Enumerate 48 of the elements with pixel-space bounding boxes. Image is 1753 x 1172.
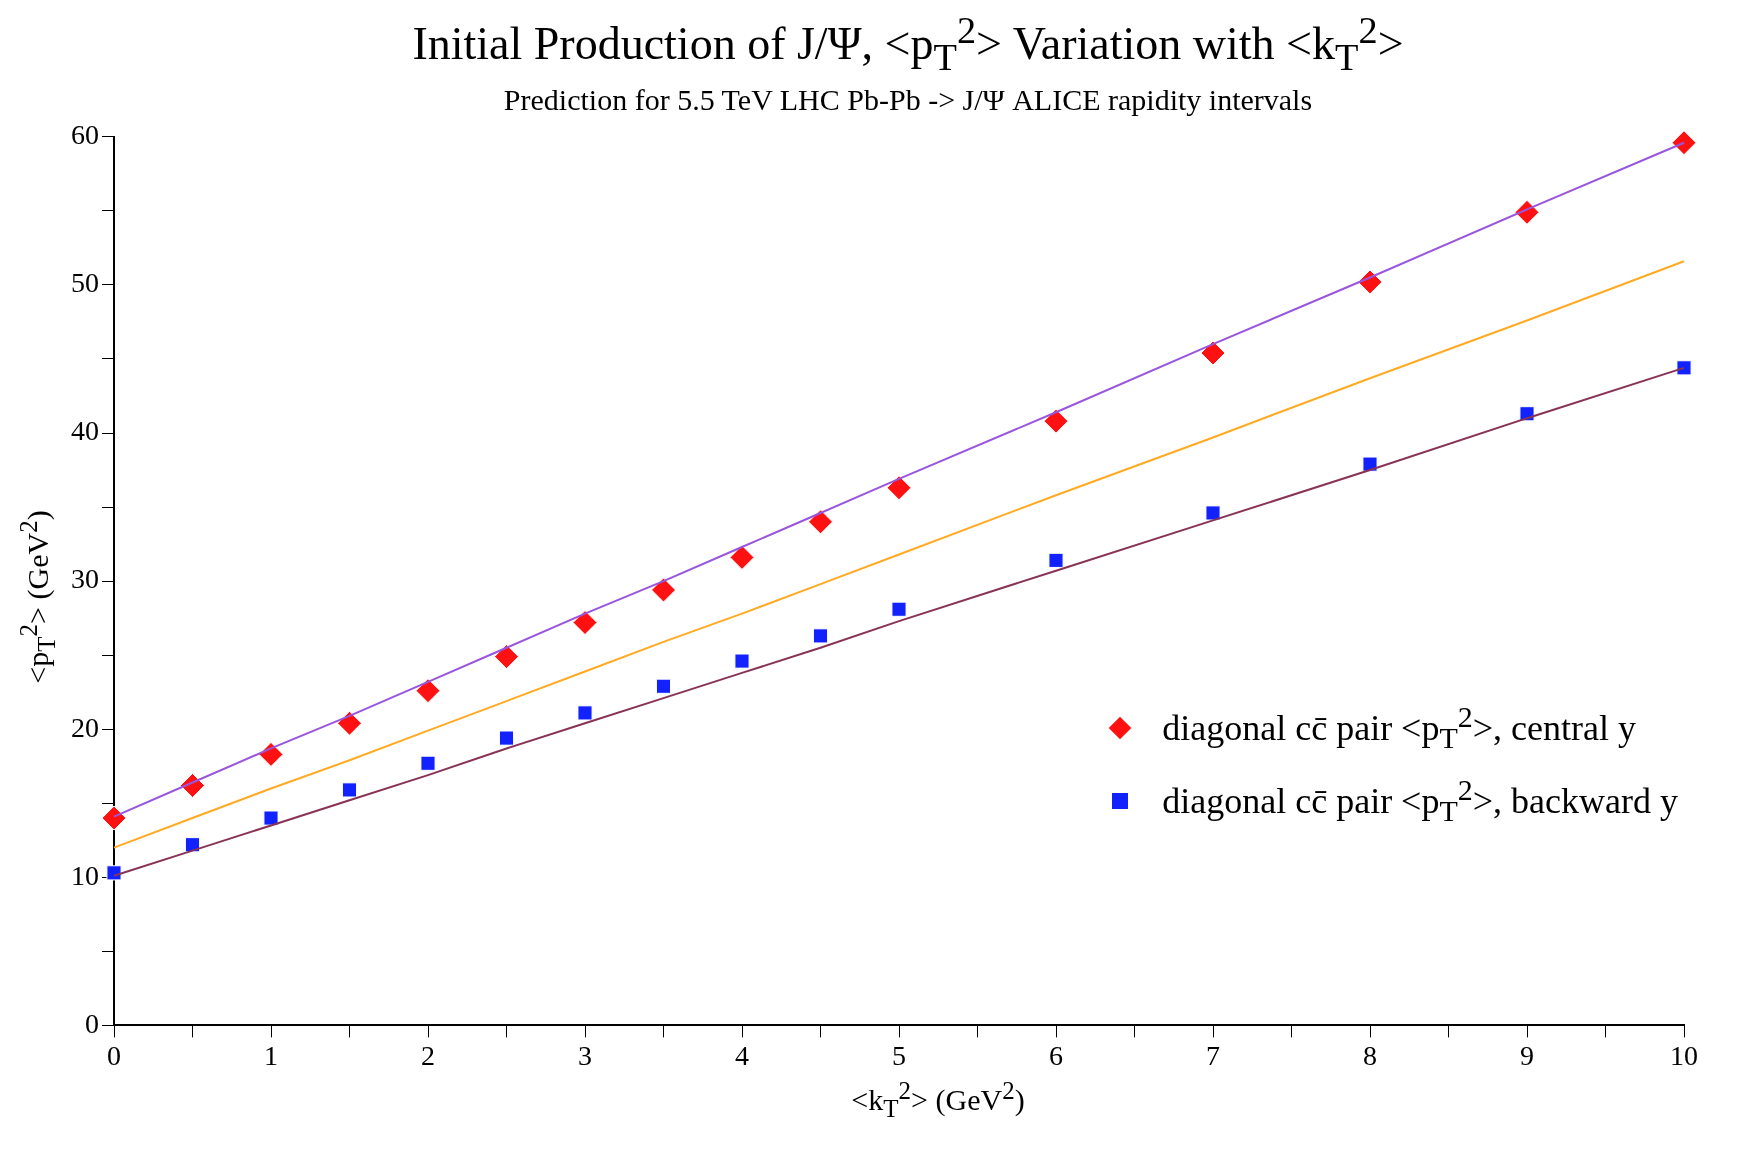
- legend-label: diagonal cc̄ pair <p$_{T}$$^{2}$>, central y: [1162, 700, 1636, 756]
- x-tick-label: 9: [1520, 1039, 1534, 1071]
- point: [577, 704, 593, 720]
- x-tick-label: 2: [421, 1039, 435, 1071]
- x-tick-label: 0: [107, 1039, 121, 1071]
- y-tick-label: 30: [71, 562, 99, 594]
- point: [106, 864, 122, 880]
- x-tick-label: 10: [1670, 1039, 1698, 1071]
- y-tick-label: 0: [85, 1007, 99, 1039]
- point: [734, 653, 750, 669]
- point: [1048, 552, 1064, 568]
- point: [341, 781, 358, 798]
- y-tick-label: 40: [71, 414, 99, 446]
- x-tick-label: 6: [1049, 1039, 1063, 1071]
- x-tick-label: 3: [578, 1039, 592, 1071]
- point: [1671, 129, 1697, 155]
- point: [1676, 359, 1692, 375]
- x-tick-label: 8: [1363, 1039, 1377, 1071]
- point: [812, 627, 829, 643]
- point: [651, 577, 676, 602]
- y-tick-label: 50: [71, 266, 99, 298]
- legend-label: diagonal cc̄ pair <p$_{T}$$^{2}$>, backward y: [1162, 773, 1678, 829]
- point: [808, 508, 833, 534]
- point: [886, 474, 912, 500]
- point: [1043, 408, 1069, 434]
- point: [337, 710, 362, 736]
- y-tick-label: 10: [71, 859, 99, 891]
- point: [891, 601, 907, 617]
- point: [655, 678, 672, 694]
- x-tick-label: 5: [892, 1039, 906, 1071]
- x-tick-label: 7: [1206, 1039, 1220, 1071]
- point: [1205, 504, 1221, 521]
- point: [494, 643, 519, 669]
- chart-subtitle: Prediction for 5.5 TeV LHC Pb-Pb -> J/Ψ ALICE rapidity intervals: [502, 82, 1314, 117]
- point: [420, 755, 436, 771]
- point: [263, 810, 279, 826]
- x-tick-label: 4: [735, 1039, 749, 1071]
- x-axis-title: <k$_{T}$$^{2}$> (GeV$^{2}$): [850, 1076, 1026, 1123]
- point: [1200, 340, 1226, 366]
- y-tick-label: 60: [71, 118, 99, 150]
- y-tick-label: 20: [71, 711, 99, 743]
- point: [101, 805, 127, 831]
- point: [498, 730, 515, 746]
- chart-title: Initial Production of J/Ψ, <p$_{T}$$^{2}$> Variation with <k$_{T}$$^{2}$>: [411, 8, 1405, 79]
- point: [572, 609, 598, 635]
- point: [415, 677, 441, 703]
- point: [729, 544, 755, 570]
- x-tick-label: 1: [264, 1039, 278, 1071]
